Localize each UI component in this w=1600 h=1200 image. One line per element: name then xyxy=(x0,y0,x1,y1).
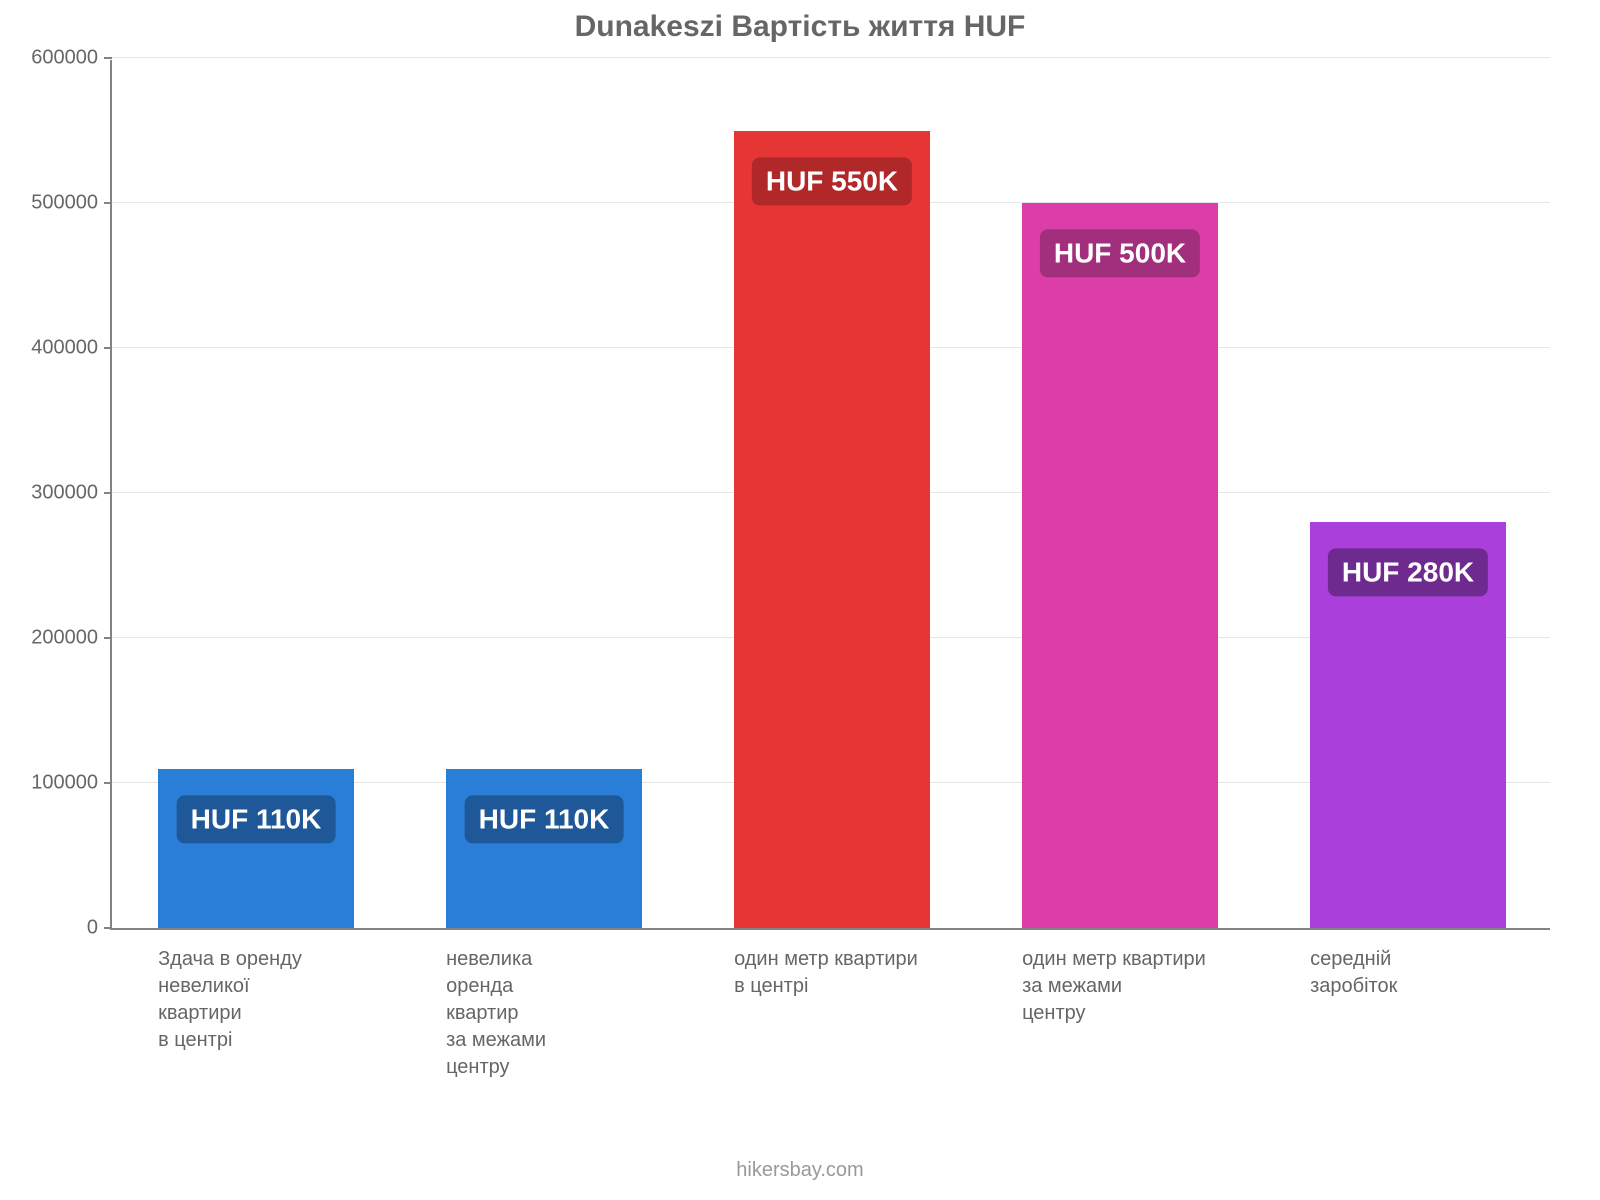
source-label: hikersbay.com xyxy=(0,1159,1600,1182)
gridline xyxy=(112,57,1550,58)
bar: HUF 550K xyxy=(734,131,930,929)
value-badge: HUF 280K xyxy=(1328,548,1488,596)
y-tick-label: 200000 xyxy=(31,627,112,650)
x-tick-label: середній заробіток xyxy=(1310,928,1506,1000)
y-tick-label: 300000 xyxy=(31,482,112,505)
y-tick-label: 600000 xyxy=(31,47,112,70)
x-tick-label: невелика оренда квартир за межами центру xyxy=(446,928,642,1081)
bar: HUF 280K xyxy=(1310,522,1506,928)
bar: HUF 500K xyxy=(1022,203,1218,928)
x-tick-label: один метр квартири за межами центру xyxy=(1022,928,1218,1027)
plot-area: 0100000200000300000400000500000600000HUF… xyxy=(110,60,1550,930)
y-tick-label: 400000 xyxy=(31,337,112,360)
chart-title: Dunakeszi Вартість життя HUF xyxy=(0,10,1600,44)
cost-of-living-chart: Dunakeszi Вартість життя HUF 01000002000… xyxy=(0,0,1600,1200)
x-tick-label: один метр квартири в центрі xyxy=(734,928,930,1000)
bar: HUF 110K xyxy=(446,769,642,929)
value-badge: HUF 110K xyxy=(465,795,624,843)
x-tick-label: Здача в оренду невеликої квартири в цент… xyxy=(158,928,354,1054)
y-tick-label: 100000 xyxy=(31,772,112,795)
value-badge: HUF 110K xyxy=(177,795,336,843)
y-tick-label: 0 xyxy=(87,917,112,940)
y-tick-label: 500000 xyxy=(31,192,112,215)
value-badge: HUF 500K xyxy=(1040,229,1200,277)
value-badge: HUF 550K xyxy=(752,157,912,205)
bar: HUF 110K xyxy=(158,769,354,929)
